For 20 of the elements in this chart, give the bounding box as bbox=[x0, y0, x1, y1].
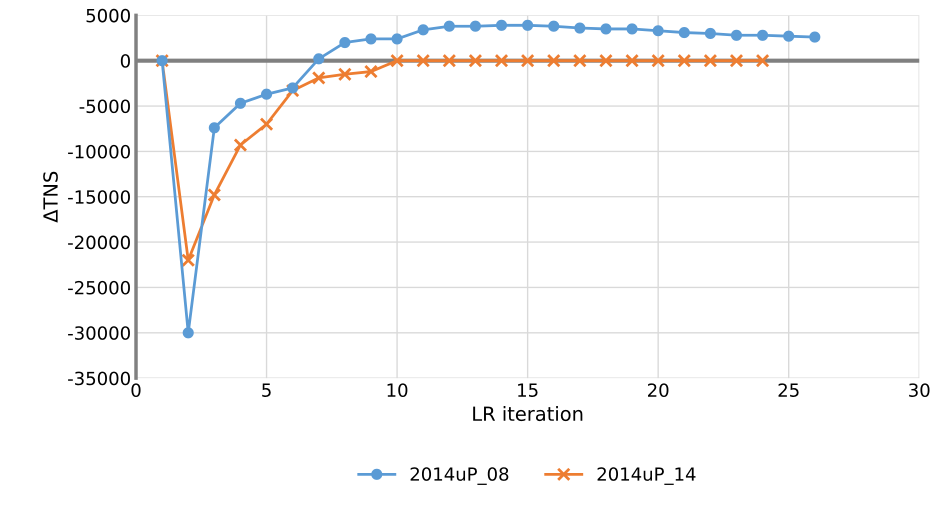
y-tick-label: -20000 bbox=[68, 236, 130, 250]
legend-label: 2014uP_14 bbox=[598, 467, 696, 485]
x-tick-label: 5 bbox=[262, 384, 271, 397]
y-tick-label: -25000 bbox=[68, 280, 130, 295]
y-tick-label: -10000 bbox=[68, 144, 130, 158]
x-tick-label: 0 bbox=[131, 383, 141, 397]
y-tick-label: -15000 bbox=[68, 190, 130, 204]
x-axis-title: LR iteration bbox=[473, 406, 582, 422]
y-tick-label: 0 bbox=[120, 54, 130, 68]
x-tick-label: 20 bbox=[648, 383, 668, 397]
x-tick-label: 15 bbox=[518, 384, 538, 397]
y-tick-label: -30000 bbox=[68, 326, 130, 340]
x-tick-label: 10 bbox=[388, 383, 408, 397]
x-tick-label: 25 bbox=[778, 383, 799, 397]
y-axis-title: ΔTNS bbox=[43, 172, 58, 223]
x-tick-label: 30 bbox=[909, 383, 930, 397]
y-tick-label: 5000 bbox=[86, 8, 130, 22]
y-tick-label: -35000 bbox=[68, 372, 130, 386]
legend-label: 2014uP_08 bbox=[410, 467, 508, 485]
y-tick-label: -5000 bbox=[80, 99, 130, 114]
